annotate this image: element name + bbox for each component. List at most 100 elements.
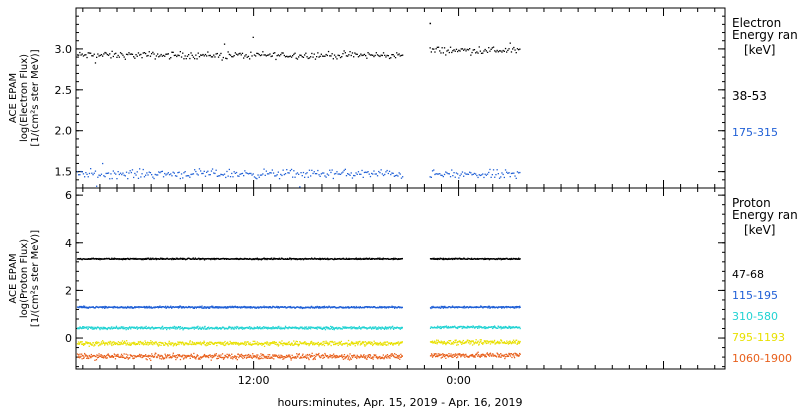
electron-data-point	[129, 170, 131, 172]
electron-data-point	[512, 172, 514, 174]
proton-data-point	[456, 326, 458, 329]
electron-data-point	[289, 170, 291, 172]
proton-data-point	[99, 355, 102, 357]
electron-data-point	[259, 174, 262, 176]
proton-data-point	[480, 305, 482, 307]
proton-data-point	[380, 328, 382, 330]
electron-data-point	[161, 170, 163, 172]
proton-data-point	[181, 341, 184, 343]
electron-data-point	[502, 49, 504, 52]
proton-data-point	[321, 354, 324, 356]
electron-data-point	[320, 53, 322, 55]
proton-data-point	[366, 358, 368, 360]
proton-data-point	[394, 342, 396, 344]
proton-data-point	[124, 340, 126, 342]
proton-data-point	[329, 328, 331, 330]
proton-data-point	[305, 357, 308, 359]
electron-data-point	[142, 52, 144, 54]
proton-data-point	[399, 341, 401, 343]
electron-data-point	[111, 50, 113, 52]
proton-data-point	[157, 345, 160, 347]
proton-data-point	[100, 342, 102, 345]
proton-data-point	[436, 326, 438, 328]
electron-data-point	[503, 176, 505, 179]
electron-data-point	[226, 58, 228, 60]
proton-data-point	[398, 356, 400, 358]
proton-data-point	[280, 356, 283, 358]
electron-ytick-label: 2.0	[55, 125, 73, 138]
electron-data-point	[508, 48, 510, 50]
electron-data-point	[306, 56, 308, 58]
proton-data-point	[158, 356, 161, 358]
electron-data-point	[111, 177, 113, 180]
electron-data-point	[281, 174, 283, 177]
proton-data-point	[76, 353, 79, 355]
proton-data-point	[101, 306, 103, 308]
proton-data-point	[439, 326, 441, 329]
proton-data-point	[100, 356, 103, 358]
proton-data-point	[474, 356, 476, 358]
proton-data-point	[144, 355, 146, 357]
proton-data-point	[226, 306, 228, 308]
proton-data-point	[110, 258, 112, 260]
proton-data-point	[263, 342, 265, 345]
proton-data-point	[174, 326, 176, 328]
proton-data-point	[443, 354, 445, 356]
proton-data-point	[438, 354, 440, 356]
proton-data-point	[442, 343, 444, 345]
proton-data-point	[160, 344, 162, 346]
electron-data-point	[283, 54, 285, 57]
electron-data-point	[159, 55, 161, 57]
proton-data-point	[487, 342, 489, 344]
electron-data-point	[131, 169, 134, 171]
electron-data-point	[266, 54, 269, 56]
proton-data-point	[168, 342, 170, 344]
electron-data-point	[124, 58, 126, 60]
proton-data-point	[107, 353, 109, 355]
proton-data-point	[359, 306, 361, 308]
proton-data-point	[160, 257, 163, 260]
proton-data-point	[88, 345, 90, 347]
proton-data-point	[113, 257, 115, 259]
electron-data-point	[85, 172, 87, 174]
electron-data-point	[380, 54, 382, 56]
proton-data-point	[103, 341, 105, 343]
proton-data-point	[190, 353, 192, 355]
electron-data-point	[513, 172, 515, 174]
electron-data-point	[492, 169, 495, 171]
proton-data-point	[102, 307, 104, 309]
electron-data-point	[387, 55, 389, 57]
proton-data-point	[122, 258, 124, 260]
electron-data-point	[232, 56, 234, 58]
proton-data-point	[331, 355, 333, 357]
proton-data-point	[115, 355, 118, 357]
proton-data-point	[166, 328, 168, 331]
electron-data-point	[87, 176, 89, 178]
proton-data-point	[226, 353, 228, 355]
electron-data-point	[165, 174, 167, 176]
electron-data-point	[211, 168, 214, 170]
proton-data-point	[145, 342, 147, 344]
proton-data-point	[294, 258, 296, 260]
proton-data-point	[319, 307, 321, 309]
proton-data-point	[198, 342, 201, 344]
proton-data-point	[177, 327, 179, 329]
proton-data-point	[461, 341, 463, 343]
proton-data-point	[342, 326, 345, 328]
proton-data-point	[283, 306, 285, 309]
proton-data-point	[445, 354, 448, 356]
proton-data-point	[176, 257, 179, 259]
proton-data-point	[444, 305, 446, 308]
electron-data-point	[430, 176, 432, 178]
electron-data-point	[343, 169, 345, 172]
electron-data-point	[271, 55, 273, 57]
electron-data-point	[182, 177, 184, 179]
proton-data-point	[244, 327, 246, 330]
proton-data-point	[473, 356, 475, 358]
proton-data-point	[274, 343, 276, 345]
proton-data-point	[231, 353, 233, 355]
electron-data-point	[157, 53, 159, 55]
proton-data-point	[333, 353, 335, 355]
proton-data-point	[154, 354, 156, 356]
proton-data-point	[264, 357, 266, 359]
